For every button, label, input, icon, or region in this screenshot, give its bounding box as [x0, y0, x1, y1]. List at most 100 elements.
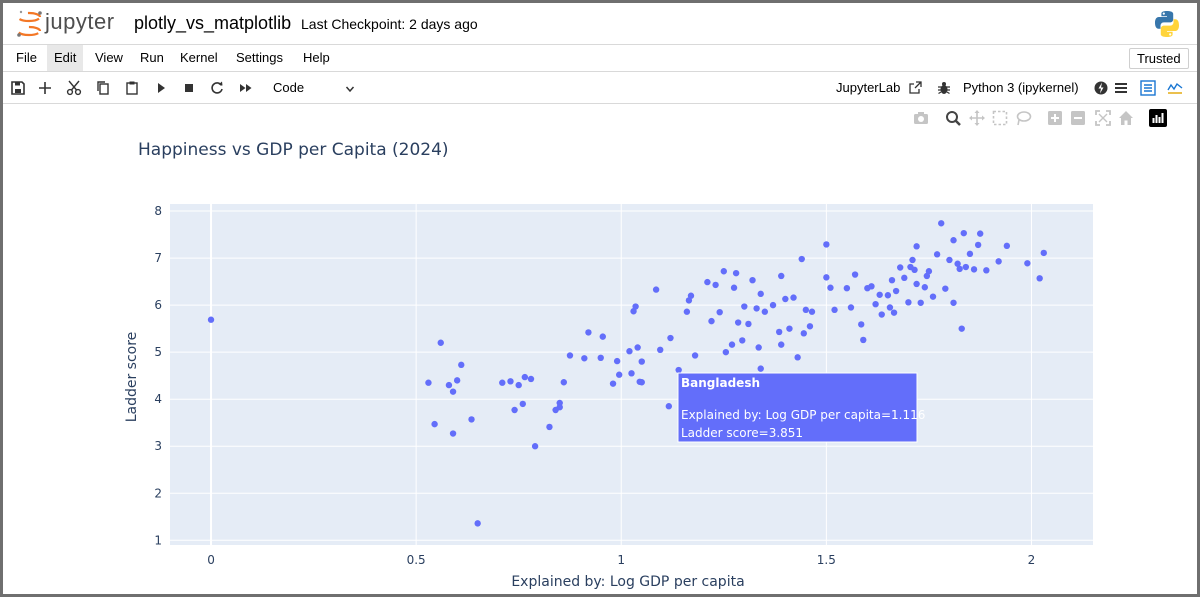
activity-chart-icon[interactable] — [1166, 79, 1184, 97]
box-select-icon[interactable] — [992, 110, 1008, 126]
data-point[interactable] — [599, 333, 606, 340]
data-point[interactable] — [652, 286, 660, 293]
data-point[interactable] — [808, 308, 816, 315]
zoom-in-icon[interactable] — [1048, 111, 1062, 125]
data-point[interactable] — [974, 241, 982, 249]
jupyterlab-link[interactable]: JupyterLab — [836, 80, 901, 95]
data-point[interactable] — [515, 381, 522, 389]
paste-icon[interactable] — [123, 79, 141, 97]
data-point[interactable] — [917, 299, 924, 306]
data-point[interactable] — [615, 371, 623, 378]
data-point[interactable] — [207, 316, 215, 323]
data-point[interactable] — [958, 325, 965, 332]
data-point[interactable] — [878, 311, 885, 318]
data-point[interactable] — [823, 274, 830, 281]
data-point[interactable] — [892, 287, 900, 295]
data-point[interactable] — [757, 365, 764, 372]
data-point[interactable] — [909, 256, 916, 264]
data-point[interactable] — [860, 336, 867, 344]
data-point[interactable] — [798, 255, 805, 263]
reset-axes-icon[interactable] — [1119, 111, 1133, 125]
data-point[interactable] — [458, 361, 465, 369]
data-point[interactable] — [1036, 275, 1043, 282]
data-point[interactable] — [950, 237, 957, 244]
data-point[interactable] — [716, 308, 723, 316]
data-point[interactable] — [761, 308, 769, 315]
data-point[interactable] — [843, 284, 851, 292]
data-point[interactable] — [468, 416, 475, 423]
menu-file[interactable]: File — [16, 50, 37, 65]
data-point[interactable] — [956, 265, 963, 273]
menu-run[interactable]: Run — [140, 50, 164, 65]
data-point[interactable] — [938, 220, 945, 227]
data-point[interactable] — [585, 329, 592, 336]
data-point[interactable] — [728, 341, 736, 348]
debugger-bug-icon[interactable] — [935, 79, 953, 97]
data-point[interactable] — [913, 280, 920, 288]
data-point[interactable] — [794, 354, 801, 361]
data-point[interactable] — [626, 348, 633, 355]
data-point[interactable] — [884, 292, 892, 299]
menu-kernel[interactable]: Kernel — [180, 50, 218, 65]
run-icon[interactable] — [152, 79, 170, 97]
data-point[interactable] — [786, 325, 793, 332]
data-point[interactable] — [665, 403, 673, 410]
data-point[interactable] — [925, 268, 933, 275]
data-point[interactable] — [638, 379, 645, 386]
data-point[interactable] — [683, 308, 691, 315]
data-point[interactable] — [527, 375, 535, 383]
data-point[interactable] — [778, 341, 785, 348]
save-icon[interactable] — [9, 79, 27, 97]
data-point[interactable] — [732, 269, 740, 277]
camera-icon[interactable] — [914, 112, 928, 124]
plotly-logo-icon[interactable] — [1149, 109, 1167, 127]
menu-settings[interactable]: Settings — [236, 50, 283, 65]
data-point[interactable] — [667, 334, 674, 342]
data-point[interactable] — [597, 354, 604, 362]
data-point[interactable] — [753, 305, 760, 312]
data-point[interactable] — [995, 258, 1002, 265]
data-point[interactable] — [474, 520, 481, 527]
autoscale-icon[interactable] — [1095, 110, 1111, 126]
data-point[interactable] — [431, 420, 438, 428]
kernel-name[interactable]: Python 3 (ipykernel) — [963, 80, 1079, 95]
data-point[interactable] — [745, 320, 752, 328]
scatter-chart[interactable]: Happiness vs GDP per Capita (2024) 0 0.5 1… — [3, 105, 1197, 594]
data-point[interactable] — [983, 267, 990, 274]
data-point[interactable] — [921, 284, 929, 291]
data-point[interactable] — [519, 400, 526, 408]
notebook-title[interactable]: plotly_vs_matplotlib — [134, 13, 292, 33]
pan-icon[interactable] — [969, 110, 985, 126]
data-point[interactable] — [962, 263, 970, 271]
data-point[interactable] — [888, 276, 896, 284]
data-point[interactable] — [929, 293, 937, 300]
stop-icon[interactable] — [180, 79, 198, 97]
data-point[interactable] — [628, 370, 635, 377]
data-point[interactable] — [823, 241, 830, 248]
data-point[interactable] — [687, 292, 695, 299]
data-point[interactable] — [876, 291, 883, 298]
data-point[interactable] — [946, 256, 953, 264]
zoom-icon[interactable] — [946, 111, 961, 126]
data-point[interactable] — [708, 317, 715, 325]
data-point[interactable] — [613, 357, 621, 365]
data-point[interactable] — [966, 250, 974, 258]
data-point[interactable] — [531, 443, 539, 450]
fast-forward-icon[interactable] — [237, 79, 255, 97]
data-point[interactable] — [896, 264, 904, 271]
data-point[interactable] — [521, 373, 529, 381]
data-point[interactable] — [913, 243, 920, 250]
data-point[interactable] — [657, 346, 664, 354]
menu-help[interactable]: Help — [303, 50, 330, 65]
data-point[interactable] — [886, 304, 894, 311]
data-point[interactable] — [499, 379, 506, 386]
data-point[interactable] — [782, 295, 789, 303]
data-point[interactable] — [831, 306, 838, 314]
data-point[interactable] — [1040, 249, 1047, 257]
data-point[interactable] — [806, 323, 814, 330]
data-point[interactable] — [675, 366, 682, 374]
property-inspector-icon[interactable] — [1139, 79, 1157, 97]
data-point[interactable] — [453, 377, 461, 384]
chevron-down-icon[interactable] — [345, 84, 355, 94]
data-point[interactable] — [691, 352, 699, 359]
